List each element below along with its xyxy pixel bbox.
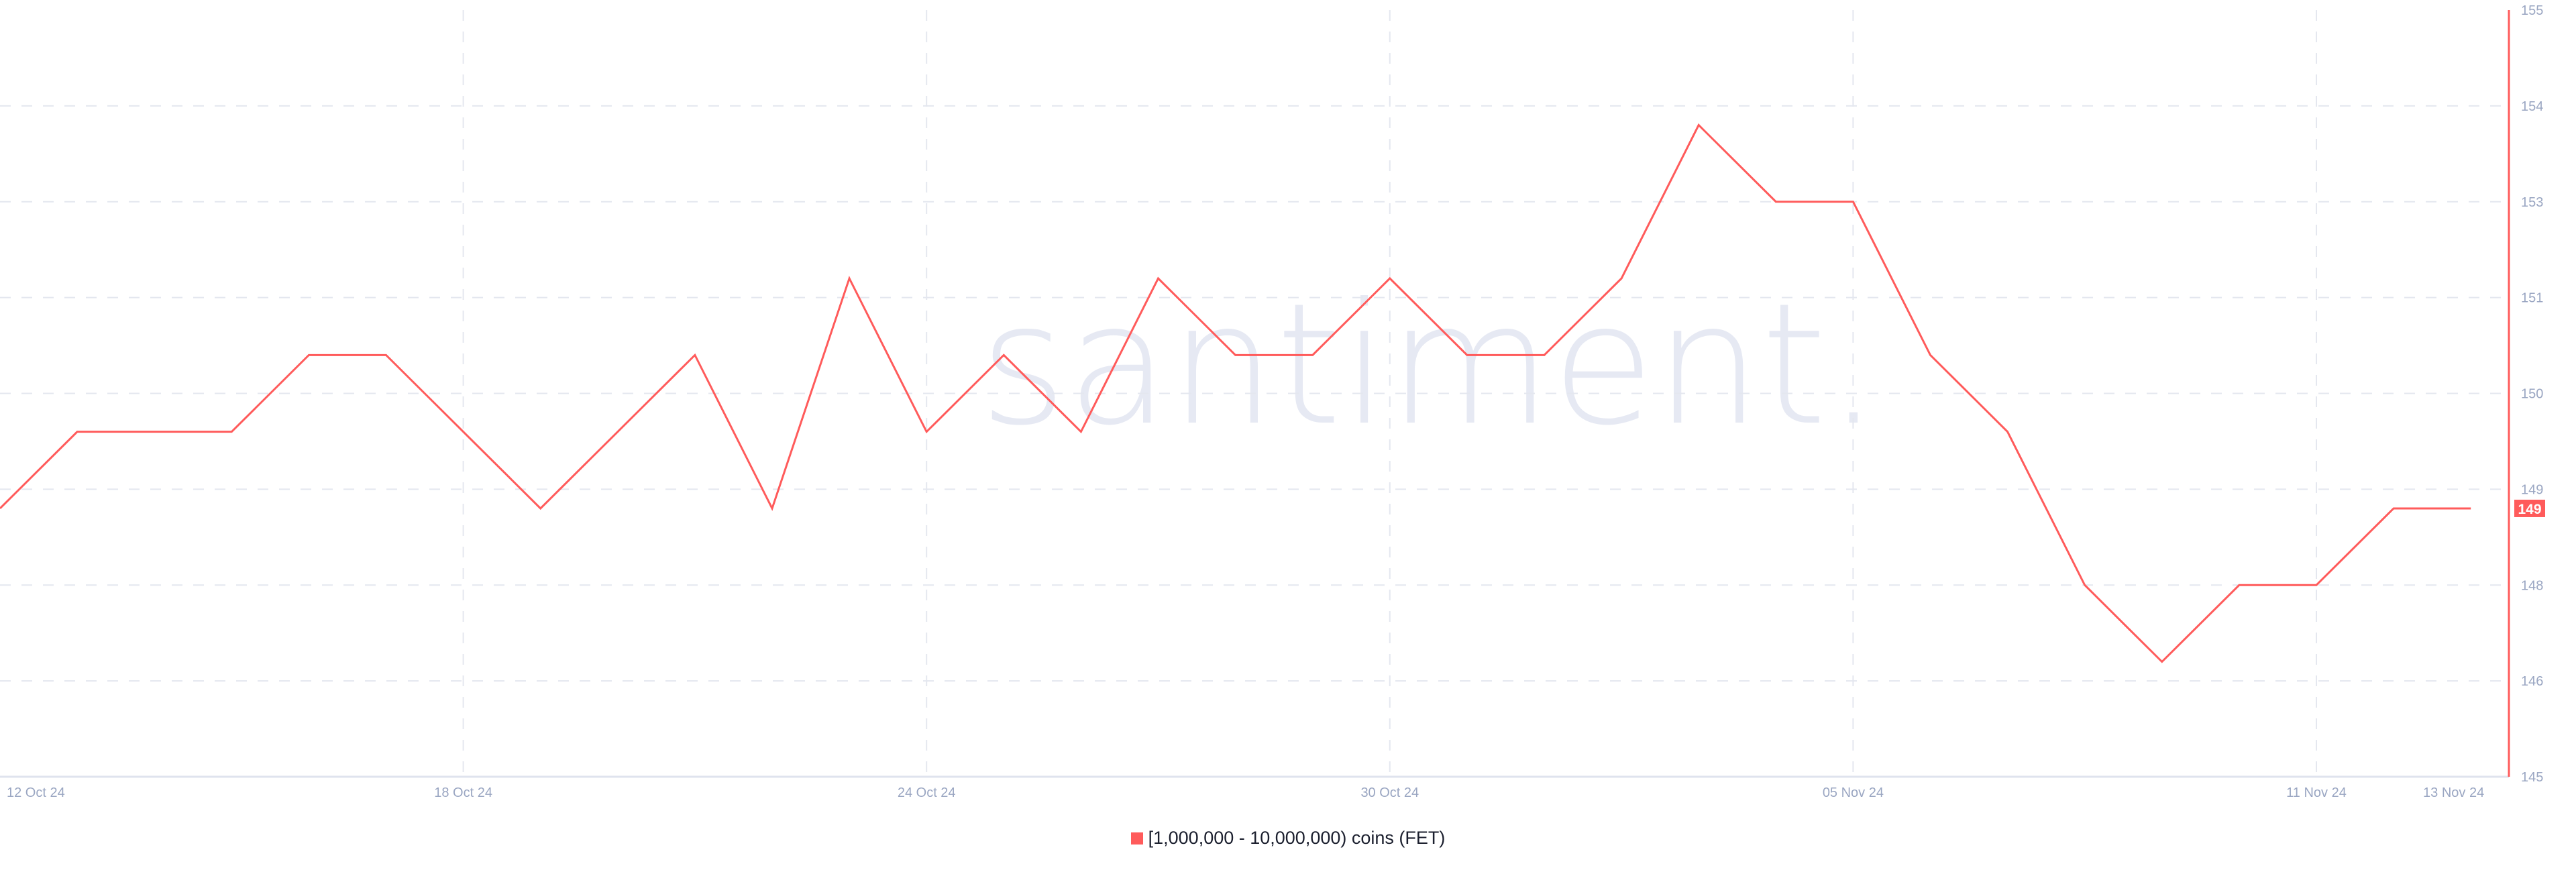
legend-swatch: [1130, 832, 1143, 844]
y-tick-label: 151: [2521, 291, 2543, 306]
y-tick-label: 145: [2521, 770, 2543, 785]
x-tick-label: 11 Nov 24: [2286, 785, 2347, 800]
x-tick-label: 12 Oct 24: [7, 785, 65, 800]
santiment-watermark: santiment.: [979, 267, 1880, 462]
y-tick-label: 154: [2521, 99, 2543, 114]
series-layer: [0, 123, 2471, 663]
grid: [0, 10, 2509, 777]
legend: [1,000,000 - 10,000,000) coins (FET): [0, 828, 2576, 849]
y-tick-label: 153: [2521, 195, 2543, 210]
last-value-badge: [2514, 499, 2545, 517]
x-tick-label: 24 Oct 24: [898, 785, 956, 800]
legend-label: [1,000,000 - 10,000,000) coins (FET): [1148, 828, 1446, 848]
last-value-label: 149: [2518, 502, 2541, 517]
series-line: [0, 123, 2471, 663]
y-tick-label: 155: [2521, 3, 2543, 18]
x-tick-label: 18 Oct 24: [434, 785, 492, 800]
y-tick-label: 149: [2521, 482, 2543, 497]
x-tick-label: 30 Oct 24: [1360, 785, 1419, 800]
y-tick-label: 146: [2521, 674, 2543, 689]
y-tick-label: 148: [2521, 578, 2543, 593]
x-tick-label: 05 Nov 24: [1823, 785, 1884, 800]
x-tick-label: 13 Nov 24: [2423, 785, 2484, 800]
axes: 155 154 153 151 150 149 148 146 145 12 Oct 24 18 O…: [0, 3, 2545, 800]
y-tick-label: 150: [2521, 387, 2543, 402]
